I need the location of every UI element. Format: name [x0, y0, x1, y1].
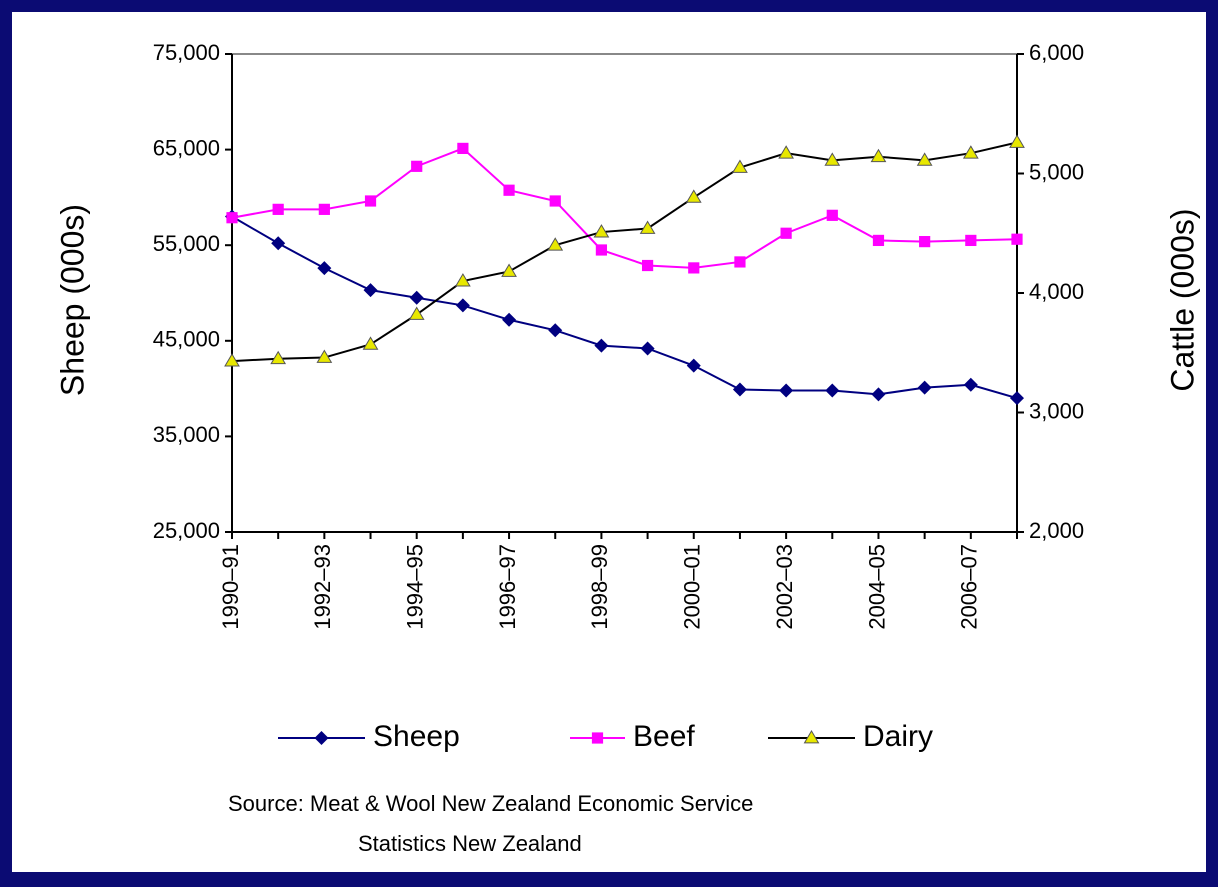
- x-tick-label: 2002–03: [772, 544, 797, 630]
- y-tick-label: 65,000: [153, 135, 220, 160]
- y2-tick-label: 5,000: [1029, 159, 1084, 184]
- data-point: [595, 244, 608, 256]
- data-point: [364, 195, 377, 207]
- x-tick-label: 1992–93: [310, 544, 335, 630]
- data-point: [1010, 391, 1024, 406]
- data-point: [502, 312, 517, 327]
- legend-marker: [591, 732, 604, 744]
- source-line: Source: Meat & Wool New Zealand Economic…: [228, 791, 753, 816]
- series-line: [231, 141, 1018, 363]
- x-tick-label: 2000–01: [680, 544, 705, 630]
- data-point: [224, 353, 240, 367]
- y-tick-label: 45,000: [153, 327, 220, 352]
- data-point: [917, 380, 932, 395]
- x-tick-label: 2006–07: [957, 544, 982, 630]
- data-point: [1011, 233, 1023, 245]
- series-line: [231, 215, 1018, 400]
- data-point: [824, 152, 841, 166]
- data-point: [778, 145, 794, 159]
- data-point: [734, 256, 746, 268]
- y2-tick-label: 6,000: [1029, 40, 1084, 65]
- legend-label: Sheep: [373, 720, 460, 753]
- data-point: [363, 283, 378, 298]
- data-point: [594, 338, 609, 353]
- data-point: [549, 195, 561, 207]
- data-point: [548, 323, 563, 338]
- data-point: [455, 273, 471, 287]
- y-tick-label: 25,000: [153, 518, 220, 543]
- data-point: [501, 263, 517, 277]
- slide: [12, 12, 1206, 872]
- data-point: [919, 236, 931, 248]
- data-point: [455, 298, 470, 313]
- x-tick-label: 1994–95: [403, 544, 428, 630]
- data-point: [411, 160, 423, 172]
- data-point: [457, 142, 469, 155]
- data-point: [870, 148, 887, 163]
- source-line: Statistics New Zealand: [358, 831, 582, 856]
- data-point: [272, 203, 284, 215]
- data-point: [641, 259, 654, 272]
- data-point: [270, 350, 287, 365]
- x-tick-label: 1990–91: [218, 544, 243, 630]
- data-point: [779, 383, 794, 398]
- data-point: [317, 261, 332, 276]
- data-point: [688, 262, 700, 274]
- data-point: [872, 234, 885, 247]
- x-tick-label: 1998–99: [587, 544, 612, 630]
- y2-tick-label: 2,000: [1029, 518, 1084, 543]
- data-point: [503, 184, 515, 196]
- y-tick-label: 75,000: [153, 40, 220, 65]
- legend-marker: [803, 730, 820, 744]
- x-tick-label: 1996–97: [495, 544, 520, 630]
- data-point: [640, 341, 655, 356]
- series-line: [231, 147, 1018, 269]
- legend-marker: [314, 731, 329, 745]
- data-point: [271, 236, 286, 251]
- data-point: [780, 227, 792, 239]
- data-point: [316, 349, 333, 363]
- data-point: [409, 290, 424, 305]
- data-point: [732, 382, 747, 397]
- data-point: [732, 159, 748, 173]
- data-point: [686, 358, 701, 373]
- y-tick-label: 35,000: [153, 422, 220, 447]
- y2-axis-title: Cattle (000s): [1164, 208, 1200, 391]
- legend-label: Dairy: [863, 720, 933, 753]
- data-point: [593, 224, 610, 238]
- data-point: [318, 203, 330, 215]
- data-point: [826, 209, 838, 221]
- data-point: [962, 145, 979, 159]
- data-point: [639, 220, 656, 234]
- x-tick-label: 2004–05: [864, 544, 889, 630]
- legend-label: Beef: [633, 720, 695, 753]
- y2-tick-label: 3,000: [1029, 398, 1084, 423]
- data-point: [825, 383, 840, 398]
- data-point: [963, 377, 978, 392]
- y2-tick-label: 4,000: [1029, 279, 1084, 304]
- data-point: [916, 152, 933, 166]
- data-point: [226, 212, 238, 224]
- data-point: [408, 306, 425, 320]
- data-point: [362, 336, 379, 350]
- y-tick-label: 55,000: [153, 231, 220, 256]
- data-point: [871, 387, 886, 402]
- data-point: [547, 237, 564, 251]
- data-point: [965, 234, 977, 247]
- data-point: [1009, 134, 1025, 148]
- data-point: [685, 189, 702, 203]
- y-axis-title: Sheep (000s): [54, 204, 90, 396]
